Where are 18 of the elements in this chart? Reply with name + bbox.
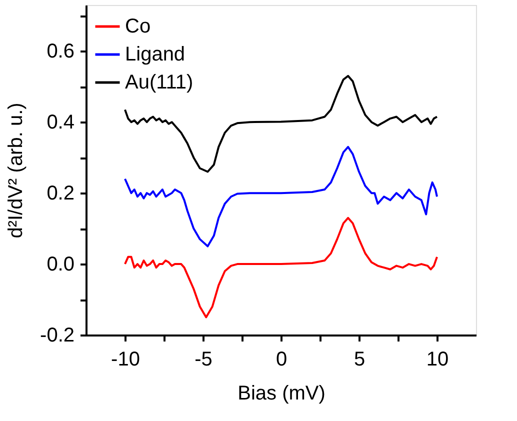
y-tick-label: 0.6	[46, 40, 74, 63]
y-axis-title: d²I/dV² (arb. u.)	[5, 102, 28, 238]
y-tick-label: 0.4	[46, 112, 74, 134]
legend-label: Ligand	[125, 44, 186, 66]
x-tick-label: -5	[194, 348, 212, 370]
line-series	[124, 146, 438, 248]
y-tick-label: 0.2	[46, 182, 74, 205]
x-tick-label: -10	[111, 348, 140, 370]
line-series	[124, 74, 438, 173]
x-tick-label: 0	[276, 348, 288, 370]
line-series	[124, 216, 438, 318]
legend-label: Co	[125, 16, 151, 38]
x-tick-label: 10	[426, 348, 449, 370]
x-axis-title: Bias (mV)	[238, 382, 326, 404]
x-tick-label: 5	[354, 348, 366, 370]
y-tick-label: -0.2	[40, 324, 74, 346]
legend-label: Au(111)	[125, 72, 194, 94]
y-tick-label: 0.0	[46, 254, 74, 276]
